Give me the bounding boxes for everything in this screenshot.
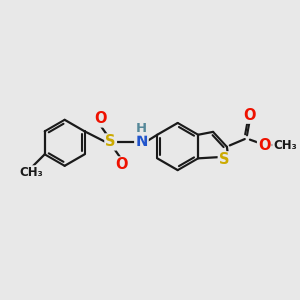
Text: O: O [258, 138, 271, 153]
Text: CH₃: CH₃ [273, 139, 297, 152]
Text: N: N [135, 134, 148, 149]
Text: O: O [243, 108, 256, 123]
Text: CH₃: CH₃ [19, 166, 43, 179]
Text: H: H [136, 122, 147, 135]
Text: S: S [105, 134, 116, 149]
Text: O: O [94, 111, 106, 126]
Text: S: S [219, 152, 229, 167]
Text: O: O [115, 158, 127, 172]
